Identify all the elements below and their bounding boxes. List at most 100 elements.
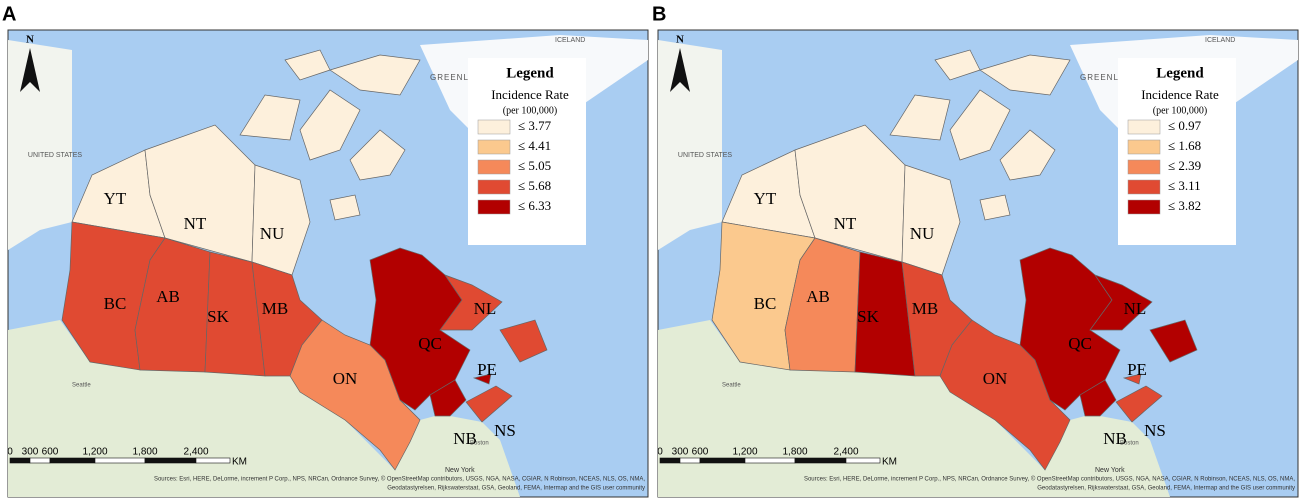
legend-label: ≤ 3.82 xyxy=(1168,198,1201,213)
scale-label: 0 xyxy=(7,447,13,458)
province-label: PE xyxy=(1127,360,1147,379)
legend-label: ≤ 5.05 xyxy=(518,158,551,173)
alaska xyxy=(658,40,722,250)
map-panel: B GREENLAND ICELAND UNITED STATES Seattle Bos… xyxy=(652,3,1299,498)
province-label: NL xyxy=(1124,299,1147,318)
north-arrow xyxy=(670,48,690,92)
scale-label: 1,800 xyxy=(132,447,157,458)
place-label: ICELAND xyxy=(555,37,585,44)
province xyxy=(1122,373,1142,385)
province xyxy=(901,164,961,276)
place-label: New York xyxy=(445,467,475,474)
scale-segment xyxy=(49,457,96,464)
province xyxy=(349,129,406,181)
province-label: NL xyxy=(474,299,497,318)
province-label: MB xyxy=(912,299,938,318)
province-label: SK xyxy=(207,307,229,326)
place-label: UNITED STATES xyxy=(678,152,733,159)
legend-label: ≤ 4.41 xyxy=(518,138,551,153)
province xyxy=(499,319,548,363)
legend-swatch xyxy=(1127,199,1161,215)
legend-label: ≤ 2.39 xyxy=(1168,158,1201,173)
scale-label: 1,200 xyxy=(732,447,757,458)
scale-unit: KM xyxy=(882,457,897,468)
province-label: NB xyxy=(1103,429,1127,448)
scale-label: 2,400 xyxy=(833,447,858,458)
panel-label: B xyxy=(652,3,666,25)
scale-label: 1,200 xyxy=(82,447,107,458)
legend-swatch xyxy=(477,119,511,135)
scale-segment xyxy=(195,457,231,464)
province xyxy=(472,373,492,385)
place-label: Boston xyxy=(1120,441,1139,447)
legend-swatch xyxy=(1127,179,1161,195)
north-arrow xyxy=(20,48,40,92)
legend-swatch xyxy=(1127,139,1161,155)
province-label: SK xyxy=(857,307,879,326)
scale-unit: KM xyxy=(232,457,247,468)
legend-label: ≤ 0.97 xyxy=(1168,118,1202,133)
province-label: QC xyxy=(418,334,442,353)
scale-segment xyxy=(699,457,746,464)
scale-label: 0 xyxy=(657,447,663,458)
province-label: BC xyxy=(104,294,127,313)
province xyxy=(934,49,981,81)
province xyxy=(299,89,361,161)
scale-label: 600 xyxy=(42,447,59,458)
scale-label: 600 xyxy=(692,447,709,458)
north-label: N xyxy=(26,34,34,46)
province xyxy=(1079,379,1117,417)
province-label: NB xyxy=(453,429,477,448)
legend-subtitle: Incidence Rate xyxy=(1141,87,1219,102)
legend-label: ≤ 3.11 xyxy=(1168,178,1201,193)
province-label: YT xyxy=(754,189,777,208)
province xyxy=(1149,319,1198,363)
province xyxy=(949,89,1011,161)
province xyxy=(889,94,951,141)
province-label: AB xyxy=(156,287,180,306)
scale-segment xyxy=(845,457,881,464)
legend-unit: (per 100,000) xyxy=(1153,105,1207,116)
attribution: Geodatastyrelsen, Rijkswaterstaat, GSA, … xyxy=(1037,486,1295,492)
legend-swatch xyxy=(1127,159,1161,175)
legend-title: Legend xyxy=(1156,65,1204,81)
scale-segment xyxy=(679,457,701,464)
province xyxy=(439,274,503,331)
legend-swatch xyxy=(477,159,511,175)
us-land xyxy=(658,320,1170,497)
legend-label: ≤ 5.68 xyxy=(518,178,551,193)
province xyxy=(284,49,331,81)
legend-subtitle: Incidence Rate xyxy=(491,87,569,102)
scale-segment xyxy=(94,457,146,464)
legend-label: ≤ 3.77 xyxy=(518,118,552,133)
province-label: AB xyxy=(806,287,830,306)
province-label: PE xyxy=(477,360,497,379)
legend-swatch xyxy=(1127,119,1161,135)
province-label: BC xyxy=(754,294,777,313)
place-label: ICELAND xyxy=(1205,37,1235,44)
province xyxy=(979,194,1011,221)
place-label: Seattle xyxy=(722,383,741,389)
province xyxy=(251,164,311,276)
legend-swatch xyxy=(477,199,511,215)
scale-label: 300 xyxy=(672,447,689,458)
province xyxy=(239,94,301,141)
province xyxy=(999,129,1056,181)
province-label: NU xyxy=(260,224,285,243)
scale-segment xyxy=(659,457,681,464)
scale-label: 300 xyxy=(22,447,39,458)
place-label: Seattle xyxy=(72,383,91,389)
attribution: Sources: Esri, HERE, DeLorme, increment … xyxy=(154,476,645,483)
place-label: GREENLAND xyxy=(1080,73,1139,82)
legend-unit: (per 100,000) xyxy=(503,105,557,116)
map-panel: A GREENLAND ICELAND UNITED STATES Seattle Bos… xyxy=(2,3,649,498)
province-label: ON xyxy=(333,369,358,388)
panel-label: A xyxy=(2,3,16,25)
province xyxy=(429,379,467,417)
legend-title: Legend xyxy=(506,65,554,81)
legend-label: ≤ 6.33 xyxy=(518,198,551,213)
province-label: MB xyxy=(262,299,288,318)
scale-segment xyxy=(794,457,847,464)
scale-segment xyxy=(744,457,796,464)
